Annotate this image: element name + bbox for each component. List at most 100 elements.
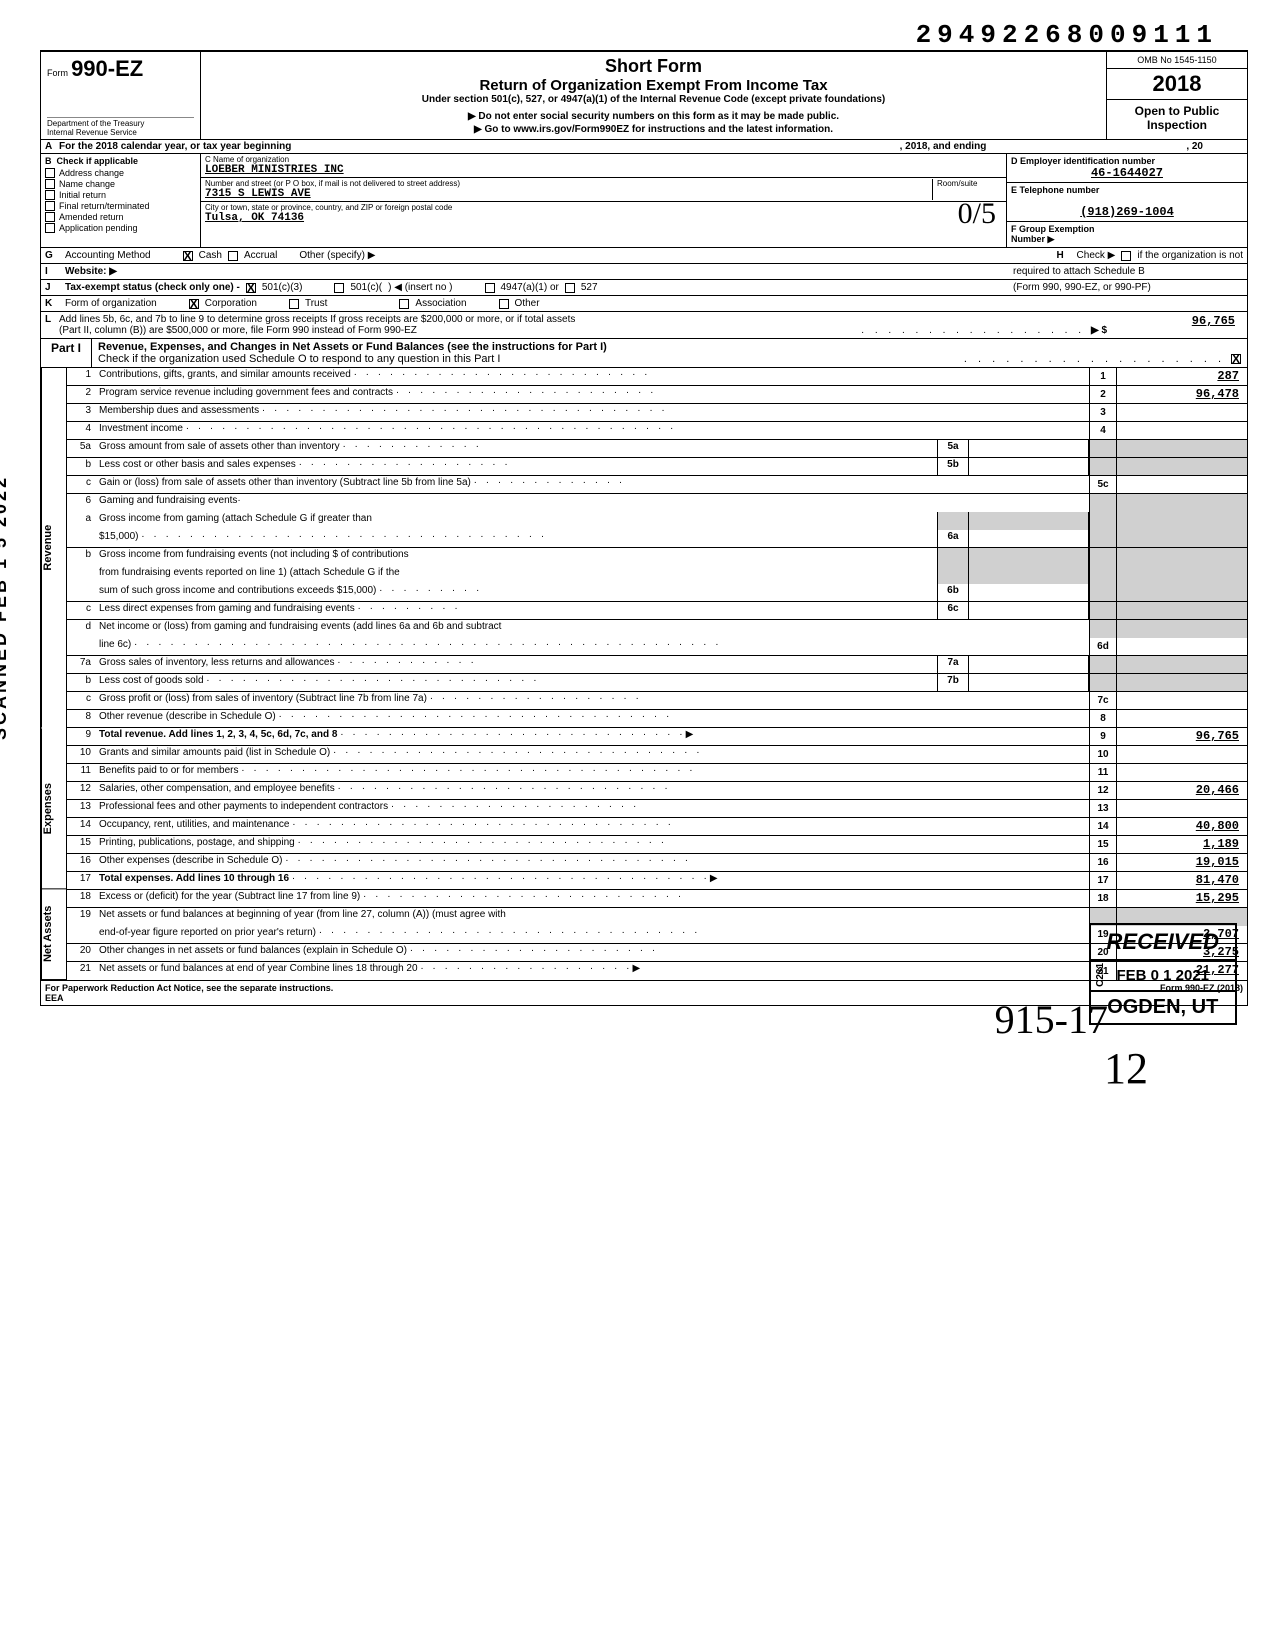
line12-desc: Salaries, other compensation, and employ… xyxy=(99,783,335,794)
chk-assoc[interactable] xyxy=(399,299,409,309)
line21-num: 21 xyxy=(67,962,97,980)
line6b-box: 6b xyxy=(937,584,969,601)
org-address: 7315 S LEWIS AVE xyxy=(205,188,932,200)
line7c-val xyxy=(1117,692,1247,709)
line10-val xyxy=(1117,746,1247,763)
line6-num: 6 xyxy=(67,494,97,512)
line5b-num: b xyxy=(67,458,97,475)
chk-trust[interactable] xyxy=(289,299,299,309)
open-public: Open to Public xyxy=(1109,104,1245,118)
part1-title: Revenue, Expenses, and Changes in Net As… xyxy=(98,341,1241,353)
c-name-lbl: C Name of organization xyxy=(205,155,1002,164)
footer-eea: EEA xyxy=(45,993,64,1003)
netassets-label: Net Assets xyxy=(41,889,67,980)
ogden-stamp: OGDEN, UT xyxy=(1089,992,1237,1025)
chk-h[interactable] xyxy=(1121,251,1131,261)
part1-box: Part I xyxy=(41,339,92,367)
f-number-lbl: Number ▶ xyxy=(1011,234,1243,245)
lbl-address-change: Address change xyxy=(59,168,124,178)
ein: 46-1644027 xyxy=(1011,166,1243,180)
chk-final-return[interactable] xyxy=(45,201,55,211)
line13-rn: 13 xyxy=(1089,800,1117,817)
line7a-num: 7a xyxy=(67,656,97,673)
entity-block: B Check if applicable Address change Nam… xyxy=(40,154,1248,248)
line14-desc: Occupancy, rent, utilities, and maintena… xyxy=(99,819,289,830)
line9-rn: 9 xyxy=(1089,728,1117,745)
line6a-box: 6a xyxy=(937,530,969,547)
chk-app-pending[interactable] xyxy=(45,223,55,233)
note-ssn: ▶ Do not enter social security numbers o… xyxy=(205,111,1102,122)
line6d-val xyxy=(1117,638,1247,655)
chk-527[interactable] xyxy=(565,283,575,293)
chk-initial-return[interactable] xyxy=(45,190,55,200)
line19-num: 19 xyxy=(67,908,97,926)
line6b-num: b xyxy=(67,548,97,566)
line6-desc: Gaming and fundraising events· xyxy=(99,495,241,506)
chk-cash[interactable] xyxy=(183,251,193,261)
row-a-text2: , 2018, and ending xyxy=(900,141,987,152)
dept-irs: Internal Revenue Service xyxy=(47,128,194,137)
line18-desc: Excess or (deficit) for the year (Subtra… xyxy=(99,891,360,902)
lbl-initial-return: Initial return xyxy=(59,190,106,200)
line7c-desc: Gross profit or (loss) from sales of inv… xyxy=(99,693,427,704)
line3-desc: Membership dues and assessments xyxy=(99,405,259,416)
line13-num: 13 xyxy=(67,800,97,817)
lbl-501c-insert: ) ◀ (insert no ) xyxy=(388,282,452,293)
line6c-desc: Less direct expenses from gaming and fun… xyxy=(99,603,355,614)
chk-501c[interactable] xyxy=(334,283,344,293)
line17-val: 81,470 xyxy=(1117,872,1247,889)
chk-501c3[interactable] xyxy=(246,283,256,293)
h-text2: required to attach Schedule B xyxy=(1013,266,1243,277)
g-label: Accounting Method xyxy=(65,250,151,261)
line7a-desc: Gross sales of inventory, less returns a… xyxy=(99,657,334,668)
line11-rn: 11 xyxy=(1089,764,1117,781)
row-k: K Form of organization Corporation Trust… xyxy=(40,296,1248,312)
chk-amended[interactable] xyxy=(45,212,55,222)
line7c-rn: 7c xyxy=(1089,692,1117,709)
line10-desc: Grants and similar amounts paid (list in… xyxy=(99,747,330,758)
line16-val: 19,015 xyxy=(1117,854,1247,871)
lbl-trust: Trust xyxy=(305,298,327,309)
line17-desc: Total expenses. Add lines 10 through 16 xyxy=(99,873,289,884)
org-name: LOEBER MINISTRIES INC xyxy=(205,164,1002,176)
chk-accrual[interactable] xyxy=(228,251,238,261)
line6d-num: d xyxy=(67,620,97,638)
line5b-box: 5b xyxy=(937,458,969,475)
line10-num: 10 xyxy=(67,746,97,763)
line17-rn: 17 xyxy=(1089,872,1117,889)
line18-num: 18 xyxy=(67,890,97,907)
date-stamp: FEB 0 1 2021 xyxy=(1116,967,1209,984)
line12-rn: 12 xyxy=(1089,782,1117,799)
line2-rn: 2 xyxy=(1089,386,1117,403)
handwritten-sig: 915-17 xyxy=(40,996,1248,1043)
chk-name-change[interactable] xyxy=(45,179,55,189)
b-header: Check if applicable xyxy=(57,156,139,166)
dln: 29492268009111 xyxy=(40,20,1248,50)
row-l: L Add lines 5b, 6c, and 7b to line 9 to … xyxy=(40,312,1248,339)
chk-4947[interactable] xyxy=(485,283,495,293)
line20-num: 20 xyxy=(67,944,97,961)
chk-address-change[interactable] xyxy=(45,168,55,178)
line7a-box: 7a xyxy=(937,656,969,673)
form-label: Form xyxy=(47,68,68,78)
d-ein-lbl: D Employer identification number xyxy=(1011,156,1243,166)
line5a-num: 5a xyxy=(67,440,97,457)
received-stamp: RECEIVED xyxy=(1089,923,1237,961)
row-a-letter: A xyxy=(45,141,59,152)
tax-year: 2018 xyxy=(1107,69,1247,100)
line13-val xyxy=(1117,800,1247,817)
line3-rn: 3 xyxy=(1089,404,1117,421)
line18-val: 15,295 xyxy=(1117,890,1247,907)
line17-num: 17 xyxy=(67,872,97,889)
chk-other-org[interactable] xyxy=(499,299,509,309)
line18-rn: 18 xyxy=(1089,890,1117,907)
chk-corp[interactable] xyxy=(189,299,199,309)
line12-num: 12 xyxy=(67,782,97,799)
line19-desc: Net assets or fund balances at beginning… xyxy=(99,909,506,920)
lbl-cash: Cash xyxy=(199,250,222,261)
row-g-h: G Accounting Method Cash Accrual Other (… xyxy=(40,248,1248,264)
k-label: Form of organization xyxy=(65,298,157,309)
f-group-lbl: F Group Exemption xyxy=(1011,224,1243,234)
part1-check-text: Check if the organization used Schedule … xyxy=(98,353,500,365)
chk-schedule-o[interactable] xyxy=(1231,354,1241,364)
